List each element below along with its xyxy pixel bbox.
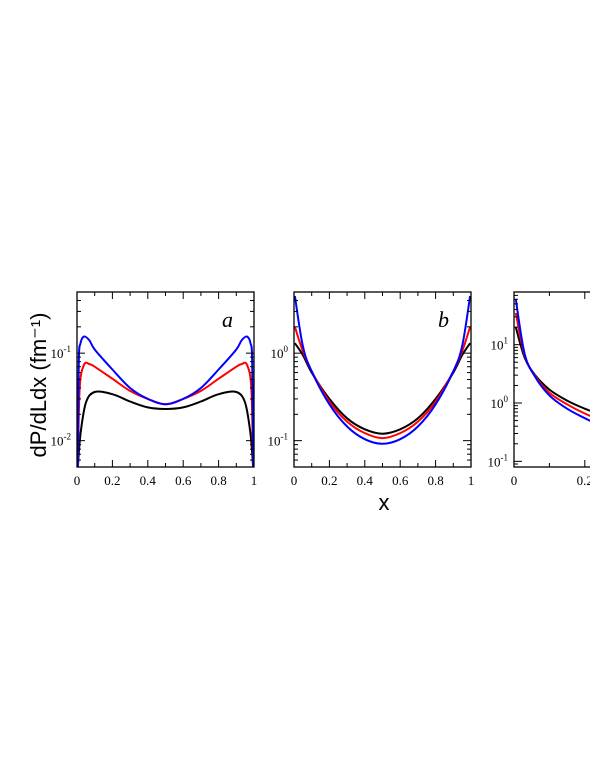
y-tick-label: 10-1	[488, 452, 509, 469]
x-tick-label: 0.2	[321, 473, 337, 488]
x-tick-label: 0.6	[175, 473, 192, 488]
x-tick-label: 0.8	[210, 473, 226, 488]
series-line-2	[514, 312, 590, 417]
panels: 0 0.2 0.4 0.6 0.8 1 10-2 10-1 a 0 0.2 0.4 0.6 0.8 1 10-…	[51, 291, 590, 488]
series-line-1	[77, 390, 254, 467]
x-tick-label: 0.2	[104, 473, 120, 488]
y-tick-label: 100	[271, 344, 289, 361]
panel-label: b	[438, 307, 449, 332]
x-tick-label: 0.6	[392, 473, 409, 488]
plot-frame	[513, 291, 590, 468]
x-tick-label: 0	[74, 473, 81, 488]
x-tick-label: 0	[291, 473, 298, 488]
x-tick-label: 0.4	[140, 473, 157, 488]
chart-panel-2: 0 0.2 0.4 0.6 0.8 1 10-1 100 b	[268, 291, 475, 488]
series-line-2	[77, 361, 254, 467]
chart-panel-1: 0 0.2 0.4 0.6 0.8 1 10-2 10-1 a	[51, 291, 258, 488]
x-tick-label: 0.8	[427, 473, 443, 488]
series-line-2	[294, 326, 471, 440]
y-tick-label: 101	[491, 336, 509, 353]
series-line-3	[294, 295, 471, 445]
y-tick-label: 10-1	[268, 432, 289, 449]
y-tick-label: 10-1	[51, 344, 72, 361]
y-tick-label: 100	[491, 394, 509, 411]
x-axis-label: x	[379, 490, 390, 515]
x-tick-label: 0.2	[577, 473, 590, 488]
x-tick-label: 1	[468, 473, 475, 488]
series-line-3	[514, 299, 590, 422]
x-tick-label: 0.4	[357, 473, 374, 488]
panel-label: a	[222, 307, 233, 332]
y-tick-label: 10-2	[51, 432, 72, 449]
x-tick-label: 1	[251, 473, 258, 488]
x-tick-label: 0	[511, 473, 518, 488]
y-axis-label: dP/dLdx (fm⁻¹)	[26, 313, 51, 458]
series-line-3	[77, 335, 254, 467]
